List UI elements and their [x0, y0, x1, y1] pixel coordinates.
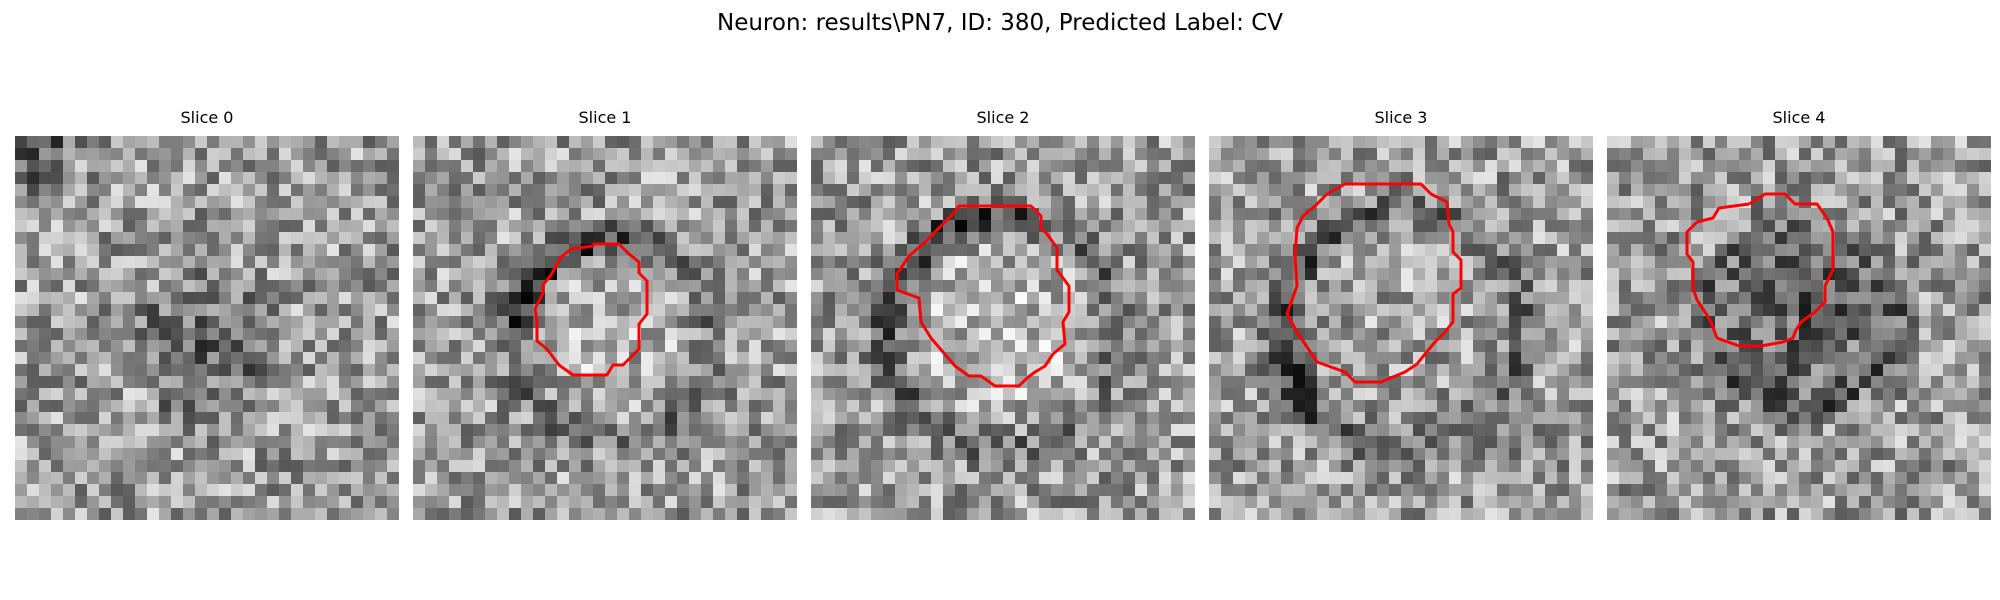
- segmentation-contour: [533, 242, 649, 377]
- segmentation-contour: [1685, 192, 1835, 348]
- slice-panel-3: Slice 3: [1209, 108, 1593, 520]
- slice-panel-0: Slice 0: [15, 108, 399, 520]
- slice-image: [1209, 136, 1593, 520]
- slice-image: [15, 136, 399, 520]
- slice-title: Slice 2: [976, 108, 1030, 127]
- slice-panel-2: Slice 2: [811, 108, 1195, 520]
- slice-title: Slice 3: [1374, 108, 1428, 127]
- slice-panel-1: Slice 1: [413, 108, 797, 520]
- segmentation-contour: [1285, 182, 1463, 384]
- slice-title: Slice 0: [180, 108, 234, 127]
- slice-panel-4: Slice 4: [1607, 108, 1991, 520]
- slice-image: [1607, 136, 1991, 520]
- slice-image: [413, 136, 797, 520]
- figure-title: Neuron: results\PN7, ID: 380, Predicted …: [717, 10, 1283, 36]
- slice-title: Slice 1: [578, 108, 632, 127]
- segmentation-contour: [895, 204, 1071, 388]
- slice-image: [811, 136, 1195, 520]
- slice-title: Slice 4: [1772, 108, 1826, 127]
